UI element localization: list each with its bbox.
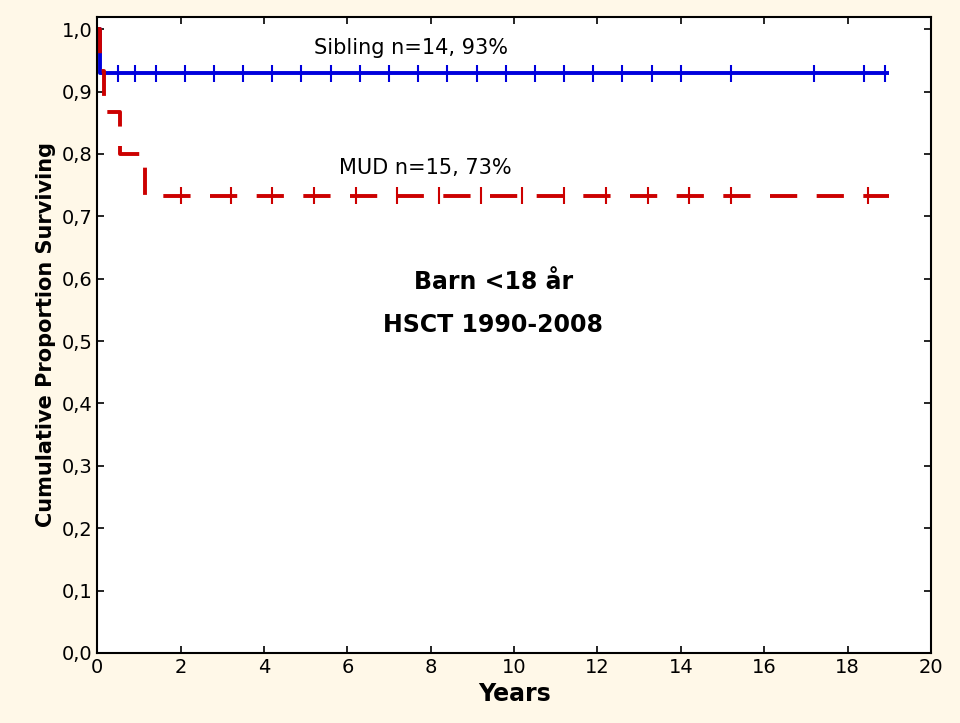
X-axis label: Years: Years: [478, 683, 550, 706]
Text: Barn <18 år: Barn <18 år: [414, 270, 573, 294]
Text: HSCT 1990-2008: HSCT 1990-2008: [383, 314, 603, 338]
Text: MUD n=15, 73%: MUD n=15, 73%: [339, 158, 512, 178]
Text: Sibling n=14, 93%: Sibling n=14, 93%: [314, 38, 508, 58]
Y-axis label: Cumulative Proportion Surviving: Cumulative Proportion Surviving: [36, 142, 56, 527]
